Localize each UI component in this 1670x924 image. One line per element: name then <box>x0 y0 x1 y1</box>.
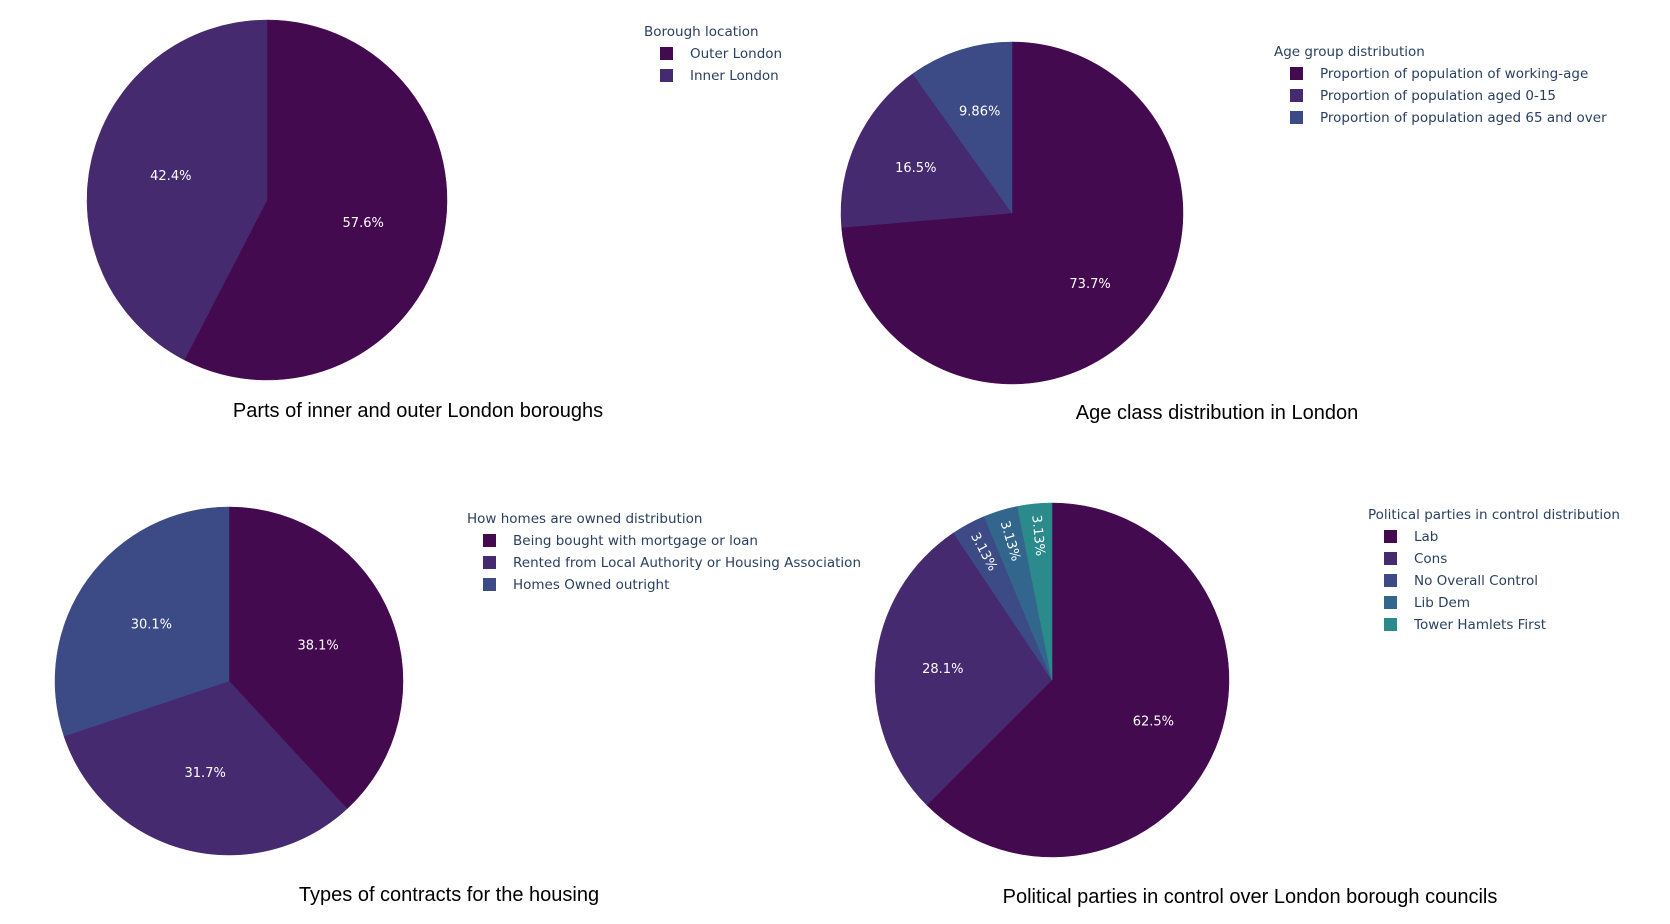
legend-label: Proportion of population of working-age <box>1320 66 1588 82</box>
legend-swatch <box>483 534 496 547</box>
legend-label: Rented from Local Authority or Housing A… <box>513 555 861 571</box>
legend-item[interactable]: Being bought with mortgage or loan <box>483 533 758 549</box>
legend-label: Cons <box>1414 551 1447 567</box>
legend-swatch <box>1290 89 1303 102</box>
legend: Borough location Outer London Inner London <box>644 24 782 84</box>
legend-swatch <box>1384 618 1397 631</box>
legend-item[interactable]: Outer London <box>660 46 782 62</box>
legend-swatch <box>483 578 496 591</box>
legend-swatch <box>483 556 496 569</box>
slice-value-label: 57.6% <box>343 216 384 231</box>
slice-value-label: 3.13% <box>1028 514 1047 557</box>
legend-swatch <box>660 69 673 82</box>
legend: Age group distribution Proportion of popu… <box>1274 44 1607 126</box>
legend-item[interactable]: Proportion of population of working-age <box>1290 66 1588 82</box>
legend-title: Borough location <box>644 24 759 40</box>
pie-chart-3: 38.1% 31.7% 30.1% Types of contracts for th… <box>54 506 861 906</box>
legend-label: Inner London <box>690 68 779 84</box>
pie-chart-2: 73.7% 16.5% 9.86% Age class distribution in… <box>840 41 1607 424</box>
pie-slice-4-1[interactable] <box>926 502 1230 858</box>
pie-chart-1: 57.6% 42.4% Parts of inner and outer Londo… <box>86 19 782 422</box>
legend-item[interactable]: Proportion of population aged 0-15 <box>1290 88 1556 104</box>
slice-value-label: 16.5% <box>895 161 936 176</box>
legend-item[interactable]: Tower Hamlets First <box>1384 617 1546 633</box>
legend-swatch <box>1290 67 1303 80</box>
legend-label: Lab <box>1414 529 1438 545</box>
slice-value-label: 9.86% <box>959 105 1000 120</box>
pie-slice-4-5[interactable] <box>1017 502 1053 681</box>
legend-swatch <box>1384 552 1397 565</box>
slice-value-label: 28.1% <box>922 662 963 677</box>
legend-title: Age group distribution <box>1274 44 1425 60</box>
legend-title: Political parties in control distributio… <box>1368 507 1620 523</box>
legend-swatch <box>1290 111 1303 124</box>
legend-swatch <box>660 47 673 60</box>
pie-slice-1-1[interactable] <box>183 19 448 381</box>
slice-value-label: 73.7% <box>1069 277 1110 292</box>
chart-title: Types of contracts for the housing <box>299 884 599 906</box>
legend-swatch <box>1384 530 1397 543</box>
slice-value-label: 38.1% <box>297 639 338 654</box>
slice-value-label: 42.4% <box>150 169 191 184</box>
pie-slice-2-3[interactable] <box>912 41 1013 214</box>
slice-value-label: 31.7% <box>185 766 226 781</box>
pie-slice-2-2[interactable] <box>840 73 1013 228</box>
legend-label: Proportion of population aged 0-15 <box>1320 88 1556 104</box>
legend-label: Tower Hamlets First <box>1413 617 1546 633</box>
legend-item[interactable]: Proportion of population aged 65 and ove… <box>1290 110 1607 126</box>
pie-slice-3-2[interactable] <box>63 680 348 856</box>
legend-title: How homes are owned distribution <box>467 511 702 527</box>
legend-swatch <box>1384 596 1397 609</box>
legend-label: Proportion of population aged 65 and ove… <box>1320 110 1607 126</box>
legend-item[interactable]: Cons <box>1384 551 1447 567</box>
legend-label: No Overall Control <box>1414 573 1538 589</box>
pie-slice-1-2[interactable] <box>86 19 268 361</box>
legend-item[interactable]: Homes Owned outright <box>483 577 669 593</box>
pie-chart-4: 62.5%28.1%3.13%3.13% 3.13%Political parti… <box>874 502 1620 908</box>
legend-label: Homes Owned outright <box>513 577 669 593</box>
chart-title: Political parties in control over London… <box>1003 886 1498 908</box>
pie-slice-2-1[interactable] <box>841 41 1184 385</box>
legend-swatch <box>1384 574 1397 587</box>
pie-slice-3-3[interactable] <box>54 506 230 737</box>
legend: How homes are owned distribution Being bo… <box>467 511 861 593</box>
slice-value-label: 62.5% <box>1133 715 1174 730</box>
pie-slice-3-1[interactable] <box>228 506 404 810</box>
legend-label: Outer London <box>690 46 782 62</box>
legend-item[interactable]: Lab <box>1384 529 1438 545</box>
legend: Political parties in control distributio… <box>1368 507 1620 633</box>
legend-item[interactable]: Inner London <box>660 68 779 84</box>
legend-item[interactable]: Rented from Local Authority or Housing A… <box>483 555 861 571</box>
chart-title: Parts of inner and outer London boroughs <box>233 400 603 422</box>
legend-item[interactable]: Lib Dem <box>1384 595 1470 611</box>
pie-slice-4-2[interactable] <box>874 532 1053 806</box>
legend-item[interactable]: No Overall Control <box>1384 573 1538 589</box>
chart-title: Age class distribution in London <box>1076 402 1358 424</box>
slice-value-label: 30.1% <box>131 618 172 633</box>
legend-label: Being bought with mortgage or loan <box>513 533 758 549</box>
legend-label: Lib Dem <box>1414 595 1470 611</box>
